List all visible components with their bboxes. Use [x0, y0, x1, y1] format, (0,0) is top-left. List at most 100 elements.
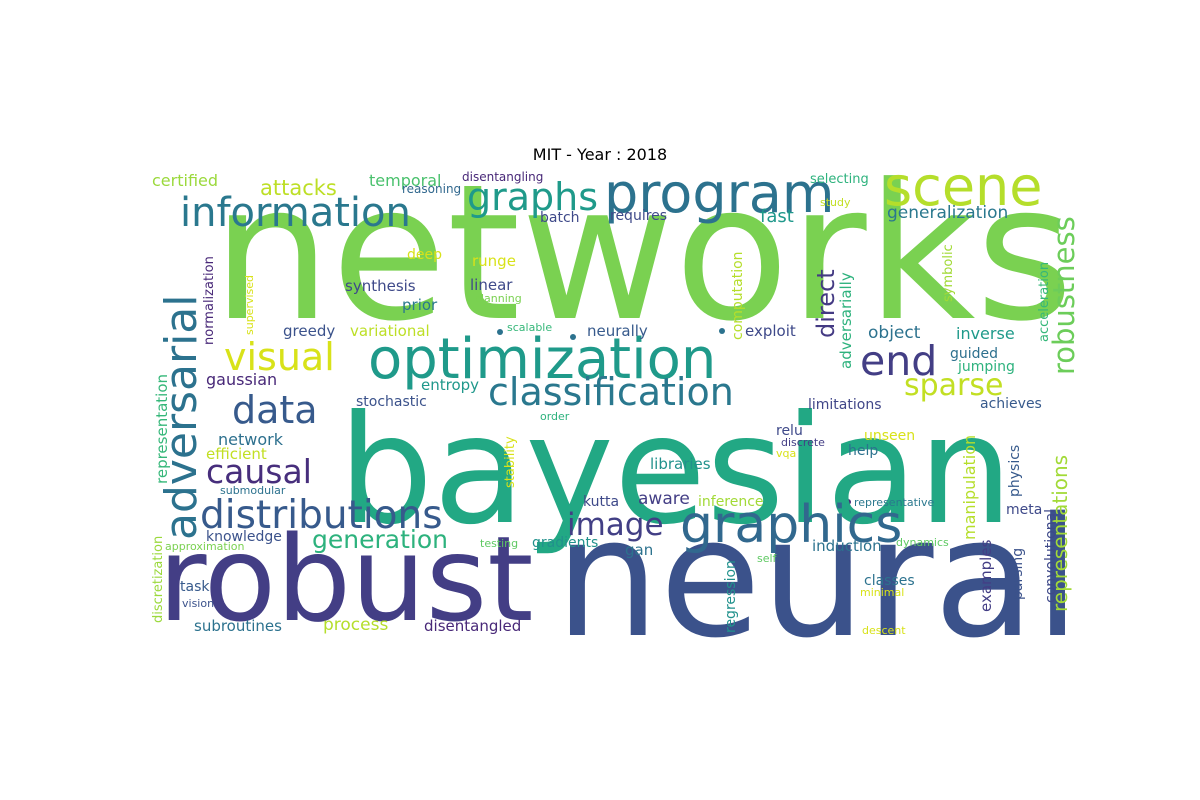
cloud-word-submodular: submodular: [220, 484, 286, 497]
cloud-word-generation: generation: [312, 525, 448, 554]
cloud-word-discrete: discrete: [781, 436, 825, 449]
cloud-word-meta: meta: [1006, 502, 1042, 518]
cloud-word-inverse: inverse: [956, 324, 1015, 343]
cloud-word-reasoning: reasoning: [402, 182, 461, 196]
cloud-word-examples: examples: [977, 539, 995, 612]
cloud-word-achieves: achieves: [980, 396, 1042, 412]
cloud-word-scene: scene: [884, 155, 1043, 218]
cloud-word-descent: descent: [862, 624, 906, 637]
cloud-word-adversarial: adversarial: [156, 295, 207, 540]
cloud-word-disentangling: disentangling: [462, 170, 543, 184]
cloud-word-vision: vision: [182, 597, 214, 610]
cloud-word-self: self: [757, 552, 778, 565]
cloud-word-sparse: sparse: [904, 368, 1003, 403]
cloud-word-process: process: [323, 615, 388, 635]
cloud-word-attacks: attacks: [260, 176, 337, 200]
cloud-word-representative: representative: [854, 496, 934, 509]
cloud-word-stability: stability: [503, 436, 518, 488]
cloud-word-convolutional: convolutional: [1043, 509, 1059, 603]
cloud-word-linear: linear: [470, 276, 513, 294]
cloud-word-graphs: graphs: [467, 175, 598, 219]
cloud-word-relu: relu: [776, 423, 803, 439]
cloud-word-direct: direct: [812, 269, 840, 338]
cloud-word-neural: neural: [555, 482, 1080, 674]
cloud-dot: [845, 499, 851, 505]
cloud-word-neurally: neurally: [587, 322, 648, 340]
cloud-word-representation: representation: [153, 374, 171, 484]
cloud-word-aware: aware: [638, 489, 690, 509]
cloud-word-distributions: distributions: [200, 493, 443, 538]
cloud-word-efficient: efficient: [206, 445, 267, 463]
cloud-word-classification: classification: [488, 370, 734, 414]
cloud-word-order: order: [540, 410, 570, 423]
cloud-word-data: data: [232, 388, 318, 432]
cloud-word-runge: runge: [472, 252, 516, 270]
figure-title: MIT - Year : 2018: [532, 145, 668, 164]
cloud-word-fast: fast: [760, 206, 794, 227]
cloud-word-requires: requires: [610, 208, 667, 224]
cloud-word-image: image: [567, 507, 664, 543]
cloud-word-knowledge: knowledge: [206, 529, 282, 545]
cloud-word-synthesis: synthesis: [345, 277, 416, 295]
cloud-word-induction: induction: [812, 537, 882, 555]
cloud-word-gaussian: gaussian: [206, 370, 277, 389]
cloud-word-discretization: discretization: [151, 536, 166, 623]
cloud-word-manipulation: manipulation: [960, 435, 979, 540]
cloud-word-scalable: scalable: [507, 321, 552, 334]
cloud-word-selecting: selecting: [810, 172, 869, 187]
cloud-word-certified: certified: [152, 171, 218, 190]
cloud-word-approximation: approximation: [165, 540, 244, 553]
cloud-word-end: end: [860, 337, 937, 385]
cloud-dot: [497, 329, 503, 335]
cloud-word-exploit: exploit: [745, 322, 796, 340]
cloud-word-optimization: optimization: [368, 327, 716, 392]
cloud-word-limitations: limitations: [808, 397, 882, 413]
cloud-word-normalization: normalization: [202, 256, 217, 345]
cloud-word-help: help: [848, 443, 878, 459]
cloud-word-gan: gan: [625, 541, 653, 559]
cloud-word-libraries: libraries: [650, 455, 711, 473]
cloud-word-gradients: gradients: [532, 535, 598, 551]
cloud-word-bayesian: bayesian: [338, 384, 1013, 558]
cloud-word-entropy: entropy: [421, 376, 479, 394]
cloud-word-minimal: minimal: [860, 586, 904, 599]
cloud-word-unseen: unseen: [864, 428, 915, 444]
cloud-word-computation: computation: [730, 251, 746, 340]
cloud-word-adversarially: adversarially: [837, 272, 855, 369]
cloud-word-variational: variational: [350, 322, 430, 340]
cloud-word-generalization: generalization: [887, 203, 1008, 223]
cloud-word-program: program: [604, 162, 835, 225]
cloud-word-jumping: jumping: [957, 359, 1015, 375]
cloud-word-stochastic: stochastic: [356, 394, 427, 410]
cloud-word-acceleration: acceleration: [1037, 262, 1052, 342]
cloud-word-inference: inference: [698, 494, 764, 510]
cloud-word-robustness: robustness: [1047, 216, 1081, 375]
cloud-word-causal: causal: [206, 452, 312, 491]
cloud-word-disentangled: disentangled: [424, 617, 521, 635]
cloud-word-testing: testing: [480, 537, 518, 550]
cloud-word-representations: representations: [1048, 455, 1072, 612]
cloud-word-supervised: supervised: [243, 275, 256, 335]
cloud-word-physics: physics: [1007, 445, 1023, 497]
cloud-word-deep: deep: [407, 247, 442, 263]
cloud-word-kutta: kutta: [583, 494, 619, 510]
cloud-word-information: information: [180, 190, 411, 236]
cloud-word-guided: guided: [950, 346, 998, 362]
cloud-word-networks: networks: [212, 144, 1073, 363]
cloud-word-temporal: temporal: [369, 171, 441, 190]
cloud-word-regression: regression: [723, 560, 739, 633]
cloud-dot: [935, 502, 941, 508]
cloud-word-object: object: [868, 323, 921, 343]
cloud-word-prior: prior: [402, 296, 438, 314]
cloud-word-vqa: vqa: [776, 447, 796, 460]
cloud-word-symbolic: symbolic: [941, 244, 956, 302]
cloud-word-classes: classes: [864, 573, 915, 589]
cloud-word-batch: batch: [540, 210, 580, 226]
cloud-word-dynamics: dynamics: [896, 536, 949, 549]
cloud-word-planning: planning: [474, 292, 522, 305]
cloud-word-greedy: greedy: [283, 322, 335, 340]
cloud-word-network: network: [218, 430, 284, 449]
cloud-word-task: task: [180, 579, 210, 595]
